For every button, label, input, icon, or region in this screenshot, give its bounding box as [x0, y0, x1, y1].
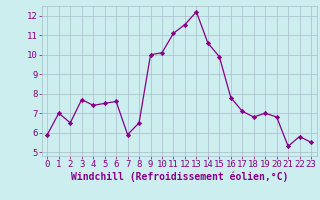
X-axis label: Windchill (Refroidissement éolien,°C): Windchill (Refroidissement éolien,°C) [70, 172, 288, 182]
